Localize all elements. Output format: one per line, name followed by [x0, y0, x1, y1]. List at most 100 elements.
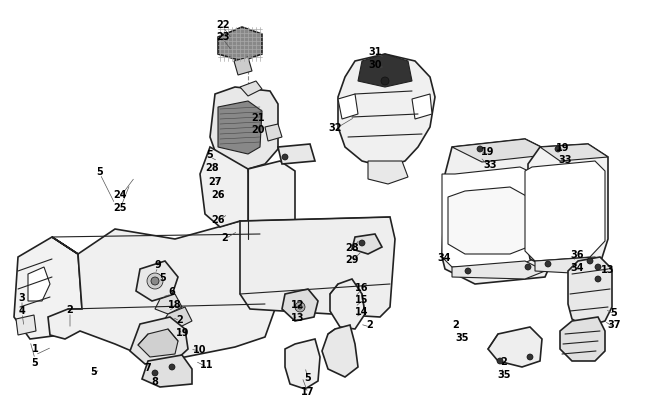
Polygon shape: [200, 148, 260, 234]
Text: 26: 26: [211, 215, 225, 224]
Text: 8: 8: [151, 376, 159, 386]
Polygon shape: [210, 88, 278, 170]
Text: 5: 5: [207, 149, 213, 160]
Circle shape: [295, 302, 305, 312]
Polygon shape: [234, 58, 252, 76]
Polygon shape: [452, 140, 555, 162]
Polygon shape: [136, 261, 178, 301]
Text: 14: 14: [356, 306, 369, 316]
Text: 6: 6: [168, 286, 176, 296]
Text: 27: 27: [208, 177, 222, 187]
Polygon shape: [278, 145, 315, 164]
Text: 15: 15: [356, 294, 369, 304]
Text: 31: 31: [369, 47, 382, 57]
Text: 1: 1: [32, 343, 38, 353]
Polygon shape: [452, 261, 545, 279]
Polygon shape: [285, 339, 320, 389]
Text: 21: 21: [252, 113, 265, 123]
Text: 25: 25: [113, 202, 127, 213]
Text: 2: 2: [222, 232, 228, 243]
Text: 28: 28: [205, 162, 219, 173]
Circle shape: [595, 276, 601, 282]
Text: 5: 5: [610, 307, 617, 317]
Circle shape: [147, 273, 163, 289]
Text: 22: 22: [216, 20, 229, 30]
Text: 32: 32: [328, 123, 342, 133]
Text: 5: 5: [32, 357, 38, 367]
Text: 17: 17: [301, 386, 315, 396]
Text: 5: 5: [305, 372, 311, 382]
Polygon shape: [218, 28, 262, 62]
Text: 37: 37: [607, 319, 621, 329]
Polygon shape: [560, 317, 605, 361]
Circle shape: [359, 241, 365, 246]
Polygon shape: [442, 140, 555, 284]
Polygon shape: [448, 188, 528, 254]
Circle shape: [381, 78, 389, 86]
Polygon shape: [535, 257, 608, 274]
Circle shape: [477, 147, 483, 153]
Text: 19: 19: [556, 143, 570, 153]
Circle shape: [465, 269, 471, 274]
Polygon shape: [138, 329, 178, 357]
Text: 7: 7: [144, 362, 151, 372]
Polygon shape: [412, 95, 432, 120]
Text: 16: 16: [356, 282, 369, 292]
Text: 23: 23: [216, 32, 229, 42]
Polygon shape: [368, 162, 408, 185]
Text: 34: 34: [437, 252, 450, 262]
Text: 13: 13: [291, 312, 305, 322]
Circle shape: [555, 147, 561, 153]
Text: 35: 35: [497, 369, 511, 379]
Polygon shape: [248, 162, 295, 247]
Text: 30: 30: [369, 60, 382, 70]
Polygon shape: [240, 217, 395, 317]
Text: 29: 29: [345, 254, 359, 264]
Polygon shape: [568, 257, 612, 327]
Text: 24: 24: [113, 190, 127, 200]
Circle shape: [527, 354, 533, 360]
Polygon shape: [28, 267, 50, 301]
Polygon shape: [488, 327, 542, 367]
Polygon shape: [322, 325, 358, 377]
Polygon shape: [155, 294, 182, 314]
Polygon shape: [14, 237, 82, 339]
Circle shape: [587, 258, 593, 264]
Polygon shape: [352, 234, 382, 254]
Polygon shape: [142, 355, 192, 387]
Text: 3: 3: [19, 292, 25, 302]
Polygon shape: [338, 95, 358, 120]
Polygon shape: [16, 315, 36, 335]
Text: 12: 12: [291, 299, 305, 309]
Circle shape: [525, 264, 531, 270]
Polygon shape: [265, 125, 282, 142]
Text: 34: 34: [570, 262, 584, 272]
Polygon shape: [540, 145, 608, 162]
Polygon shape: [218, 102, 262, 155]
Polygon shape: [282, 289, 318, 321]
Circle shape: [595, 264, 601, 270]
Text: 5: 5: [97, 166, 103, 177]
Text: 28: 28: [345, 243, 359, 252]
Text: 20: 20: [252, 125, 265, 135]
Text: 2: 2: [66, 304, 73, 314]
Polygon shape: [338, 55, 435, 168]
Circle shape: [169, 364, 175, 370]
Polygon shape: [130, 317, 188, 364]
Text: 36: 36: [570, 249, 584, 259]
Circle shape: [497, 358, 503, 364]
Polygon shape: [162, 307, 192, 329]
Text: 35: 35: [455, 332, 469, 342]
Circle shape: [545, 261, 551, 267]
Polygon shape: [525, 162, 605, 261]
Text: 9: 9: [155, 259, 161, 269]
Polygon shape: [48, 222, 275, 361]
Text: 26: 26: [211, 190, 225, 200]
Text: 11: 11: [200, 359, 214, 369]
Circle shape: [152, 370, 158, 376]
Text: 2: 2: [452, 319, 460, 329]
Text: 33: 33: [558, 155, 572, 164]
Text: 19: 19: [176, 327, 190, 337]
Circle shape: [151, 277, 159, 285]
Text: 2: 2: [367, 319, 373, 329]
